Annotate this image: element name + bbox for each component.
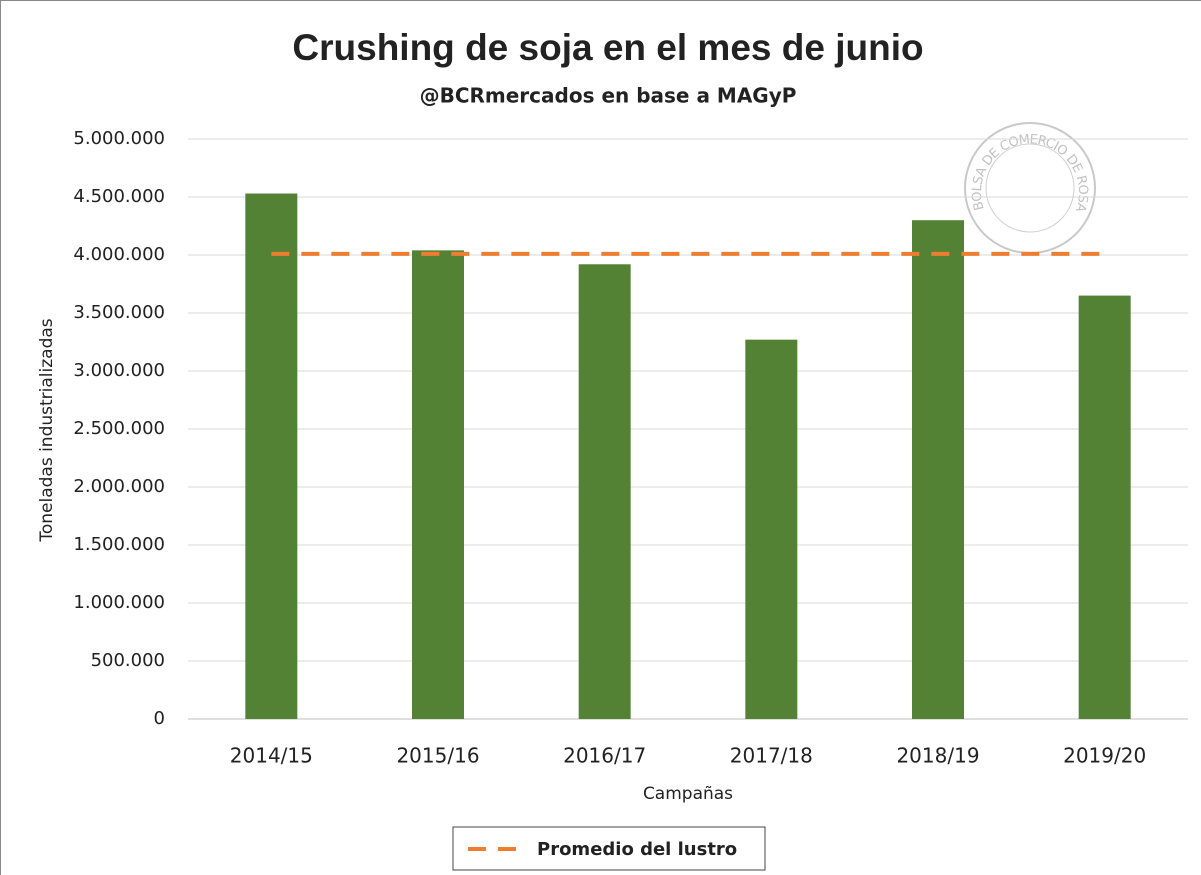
y-tick-label: 1.000.000 (73, 592, 165, 613)
y-tick-label: 2.500.000 (73, 418, 165, 439)
y-tick-label: 1.500.000 (73, 534, 165, 555)
y-tick-label: 3.000.000 (73, 360, 165, 381)
y-tick-label: 4.500.000 (73, 186, 165, 207)
seal-inner (985, 143, 1075, 233)
bar (412, 250, 464, 720)
y-axis-title: Toneladas industrializadas (37, 318, 57, 542)
chart-subtitle: @BCRmercados en base a MAGyP (420, 84, 797, 108)
x-tick-label: 2014/15 (230, 744, 313, 768)
y-tick-label: 0 (154, 708, 165, 729)
legend-label: Promedio del lustro (537, 839, 737, 860)
y-tick-label: 4.000.000 (73, 244, 165, 265)
x-tick-label: 2018/19 (896, 744, 979, 768)
chart-title: Crushing de soja en el mes de junio (292, 27, 923, 68)
bar (1078, 295, 1131, 719)
bar (745, 339, 798, 719)
y-tick-label: 5.000.000 (73, 128, 165, 149)
bar (245, 193, 298, 719)
x-tick-label: 2016/17 (563, 744, 646, 768)
x-tick-label: 2019/20 (1063, 744, 1146, 768)
bar (912, 220, 964, 719)
y-tick-label: 3.500.000 (73, 302, 165, 323)
y-tick-label: 2.000.000 (73, 476, 165, 497)
x-axis-title: Campañas (643, 784, 733, 804)
bar (578, 264, 631, 719)
x-tick-label: 2015/16 (396, 744, 479, 768)
x-tick-label: 2017/18 (730, 744, 813, 768)
y-tick-label: 500.000 (91, 650, 165, 671)
